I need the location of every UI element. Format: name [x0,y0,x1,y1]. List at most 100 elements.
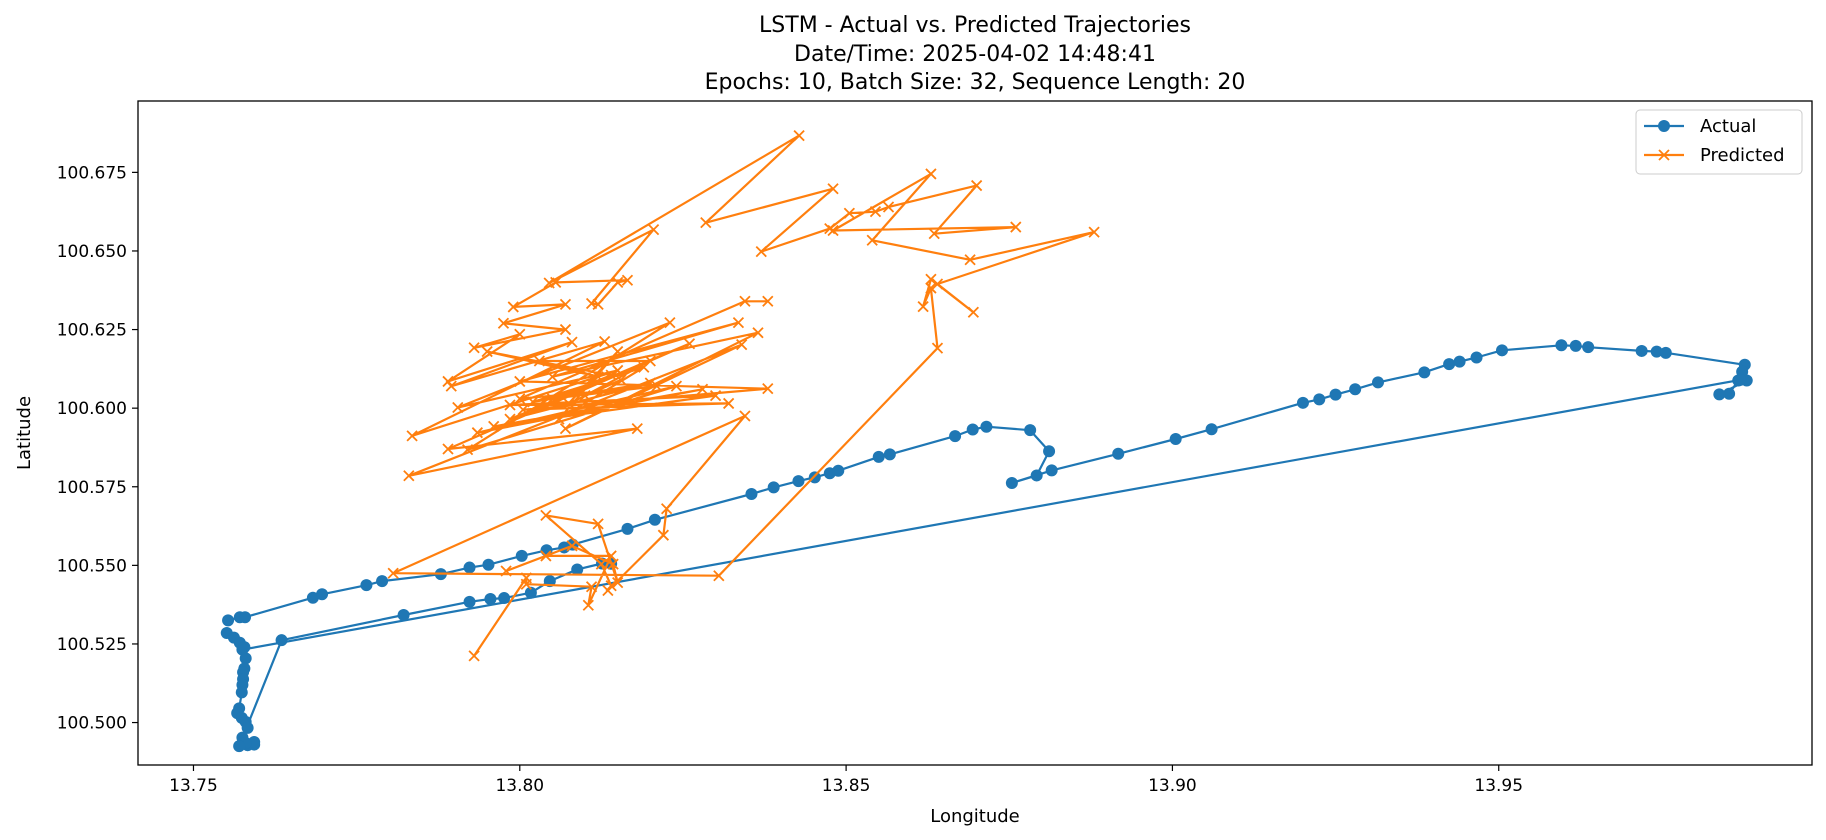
data-point-actual [1582,341,1595,354]
data-point-predicted [517,404,529,416]
data-point-predicted [615,374,627,386]
chart-title: LSTM - Actual vs. Predicted Trajectories… [705,13,1246,95]
data-point-actual [484,593,497,605]
data-point-actual [397,609,410,622]
data-point-predicted [925,168,937,180]
data-point-predicted [514,375,526,388]
data-point-predicted [471,427,484,439]
data-point-predicted [488,420,500,433]
data-point-predicted [755,245,767,258]
data-point-predicted [752,327,764,339]
data-point-predicted [683,338,696,350]
y-tick-label: 100.600 [57,399,127,419]
data-point-predicted [497,317,510,329]
legend-predicted-marker [1658,149,1670,161]
data-point-predicted [621,274,634,286]
data-point-predicted [514,393,526,405]
data-point-actual [233,740,246,753]
data-point-predicted [546,393,559,405]
data-point-predicted [631,422,643,435]
data-point-predicted [598,335,611,348]
data-point-actual [524,586,537,599]
y-tick-label: 100.500 [57,714,127,734]
data-point-predicted [592,518,604,530]
data-point-predicted [925,273,937,285]
data-point-actual [1045,464,1058,477]
data-point-predicted [793,129,805,142]
data-point-predicted [566,540,578,552]
data-point-predicted [925,282,937,294]
data-point-predicted [824,223,836,235]
data-point-predicted [442,375,454,388]
data-point-predicted [520,578,532,590]
data-point-predicted [700,217,712,229]
data-point-predicted [713,570,725,582]
legend-actual-marker [1658,120,1670,132]
title-line-2: Date/Time: 2025-04-02 14:48:41 [794,42,1156,67]
data-point-predicted [481,345,493,358]
data-point-actual [360,579,373,592]
data-point-actual [275,634,288,647]
data-point-actual [571,563,584,576]
data-point-predicted [566,336,578,348]
data-point-actual [1043,445,1056,458]
legend-entry-predicted: Predicted [1644,145,1785,166]
data-point-predicted [387,567,399,579]
data-point-predicted [1010,221,1022,233]
data-point-actual [238,641,251,654]
legend-actual-label: Actual [1700,116,1756,137]
data-point-predicted [657,529,670,541]
data-point-actual [1650,345,1663,358]
data-point-actual [482,558,495,571]
series-layer [220,129,1753,753]
data-point-actual [980,420,993,433]
data-point-actual [1313,393,1326,406]
data-point-actual [1112,447,1125,460]
data-point-predicted [592,298,604,311]
data-point-actual [1713,388,1726,401]
data-point-actual [767,481,780,494]
y-tick-label: 100.525 [57,635,127,655]
data-point-actual [1418,366,1431,379]
data-point-predicted [1088,226,1100,238]
data-point-actual [1635,344,1648,357]
data-point-actual [1723,387,1736,400]
plot-frame [137,100,1813,766]
data-point-predicted [647,223,660,236]
data-point-predicted [533,355,546,367]
data-point-actual [463,561,476,574]
data-point-predicted [461,444,474,456]
data-point-predicted [664,317,676,329]
data-point-actual [648,513,661,526]
legend-predicted-label: Predicted [1700,145,1785,166]
data-point-predicted [546,371,559,383]
x-tick-label: 13.75 [169,776,218,796]
data-point-actual [1443,358,1456,371]
data-point-actual [832,464,845,477]
data-point-predicted [559,422,572,435]
y-tick-label: 100.675 [57,163,127,183]
series-actual [220,339,1753,753]
data-point-predicted [403,470,415,482]
data-point-predicted [928,228,940,240]
y-axis: 100.500 100.525 100.550 100.575 100.600 100.6… [57,163,138,734]
data-point-predicted [612,276,624,289]
data-point-predicted [827,183,839,195]
data-point-actual [222,614,235,627]
data-point-predicted [736,339,748,351]
data-point-predicted [563,397,575,410]
data-point-predicted [644,355,656,367]
data-point-predicted [514,328,526,340]
series-predicted [387,129,1100,662]
data-point-actual [235,686,248,699]
data-point-predicted [504,413,516,425]
data-point-predicted [550,276,562,289]
x-axis: 13.75 13.80 13.85 13.90 13.95 [169,765,1523,796]
x-tick-label: 13.85 [822,776,871,796]
data-point-actual [872,450,885,463]
data-point-predicted [964,254,976,266]
data-point-predicted [967,306,980,318]
legend: Actual Predicted [1635,109,1803,175]
data-point-actual [1453,355,1466,368]
